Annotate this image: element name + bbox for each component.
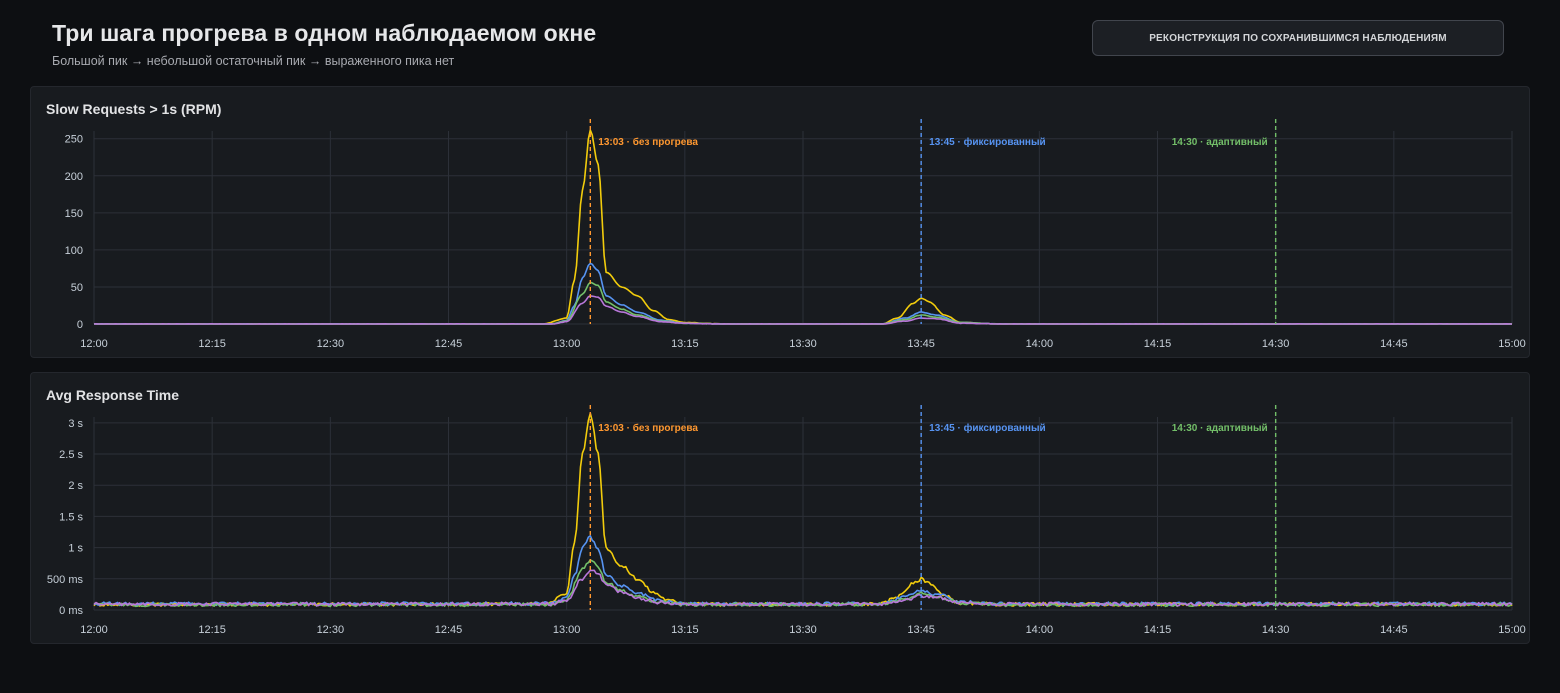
x-tick-label: 14:45	[1380, 624, 1408, 636]
x-tick-label: 12:15	[198, 624, 226, 636]
y-tick-label: 100	[65, 245, 83, 257]
y-tick-label: 1 s	[68, 543, 83, 555]
x-tick-label: 14:00	[1026, 338, 1054, 350]
x-tick-label: 14:30	[1262, 338, 1290, 350]
y-tick-label: 0	[77, 319, 83, 331]
annotation-label: 13:45 · фиксированный	[929, 422, 1046, 434]
x-tick-label: 13:15	[671, 624, 699, 636]
x-tick-label: 12:45	[435, 624, 463, 636]
y-tick-label: 500 ms	[47, 574, 84, 586]
page-subtitle: Большой пик → небольшой остаточный пик →…	[52, 54, 455, 68]
annotation-label: 13:45 · фиксированный	[929, 136, 1046, 148]
grid	[93, 131, 1513, 325]
annotation-label: 14:30 · адаптивный	[1172, 137, 1268, 148]
panel-title-slow-requests: Slow Requests > 1s (RPM)	[46, 101, 222, 117]
y-tick-label: 200	[65, 171, 83, 183]
x-tick-label: 14:00	[1026, 624, 1054, 636]
x-tick-label: 12:30	[317, 338, 345, 350]
y-tick-label: 1.5 s	[59, 511, 83, 523]
y-tick-label: 150	[65, 208, 83, 220]
page-header: Три шага прогрева в одном наблюдаемом ок…	[52, 18, 952, 68]
x-tick-label: 14:15	[1144, 338, 1172, 350]
grid	[93, 417, 1513, 611]
y-tick-label: 2 s	[68, 480, 83, 492]
x-tick-label: 13:00	[553, 624, 581, 636]
annotation-label: 14:30 · адаптивный	[1172, 423, 1268, 434]
x-tick-label: 13:30	[789, 338, 817, 350]
x-tick-label: 12:30	[317, 624, 345, 636]
x-tick-label: 12:00	[80, 338, 108, 350]
panel-title-avg-response: Avg Response Time	[46, 387, 180, 403]
slow-requests-panel: Slow Requests > 1s (RPM) 0 50 100 150 200 250…	[30, 86, 1530, 358]
x-tick-label: 13:00	[553, 338, 581, 350]
annotation-label: 13:03 · без прогрева	[598, 136, 698, 148]
reconstruction-badge: РЕКОНСТРУКЦИЯ ПО СОХРАНИВШИМСЯ НАБЛЮДЕНИ…	[1092, 20, 1504, 56]
x-tick-label: 14:45	[1380, 338, 1408, 350]
x-tick-label: 13:15	[671, 338, 699, 350]
annotation-label: 13:03 · без прогрева	[598, 422, 698, 434]
x-tick-label: 13:45	[907, 338, 935, 350]
x-tick-label: 15:00	[1498, 338, 1526, 350]
x-tick-label: 13:30	[789, 624, 817, 636]
x-tick-label: 12:00	[80, 624, 108, 636]
avg-response-chart: 0 ms 500 ms 1 s 1.5 s 2 s 2.5 s 3 s 12:00 12:15 1…	[47, 405, 1526, 636]
slow-requests-chart: 0 50 100 150 200 250 12:00 12:15 12:30 12:45 13:00…	[65, 119, 1526, 350]
x-tick-label: 13:45	[907, 624, 935, 636]
x-tick-label: 14:15	[1144, 624, 1172, 636]
y-tick-label: 0 ms	[59, 605, 83, 617]
avg-response-panel: Avg Response Time 0 ms 500 ms 1 s 1.5 s 2 s 2…	[30, 372, 1530, 644]
page-title: Три шага прогрева в одном наблюдаемом ок…	[52, 20, 597, 46]
y-tick-label: 50	[71, 282, 83, 294]
y-tick-label: 250	[65, 134, 83, 146]
y-tick-label: 3 s	[68, 418, 83, 430]
x-tick-label: 12:45	[435, 338, 463, 350]
x-tick-label: 14:30	[1262, 624, 1290, 636]
y-tick-label: 2.5 s	[59, 449, 83, 461]
x-tick-label: 15:00	[1498, 624, 1526, 636]
x-tick-label: 12:15	[198, 338, 226, 350]
